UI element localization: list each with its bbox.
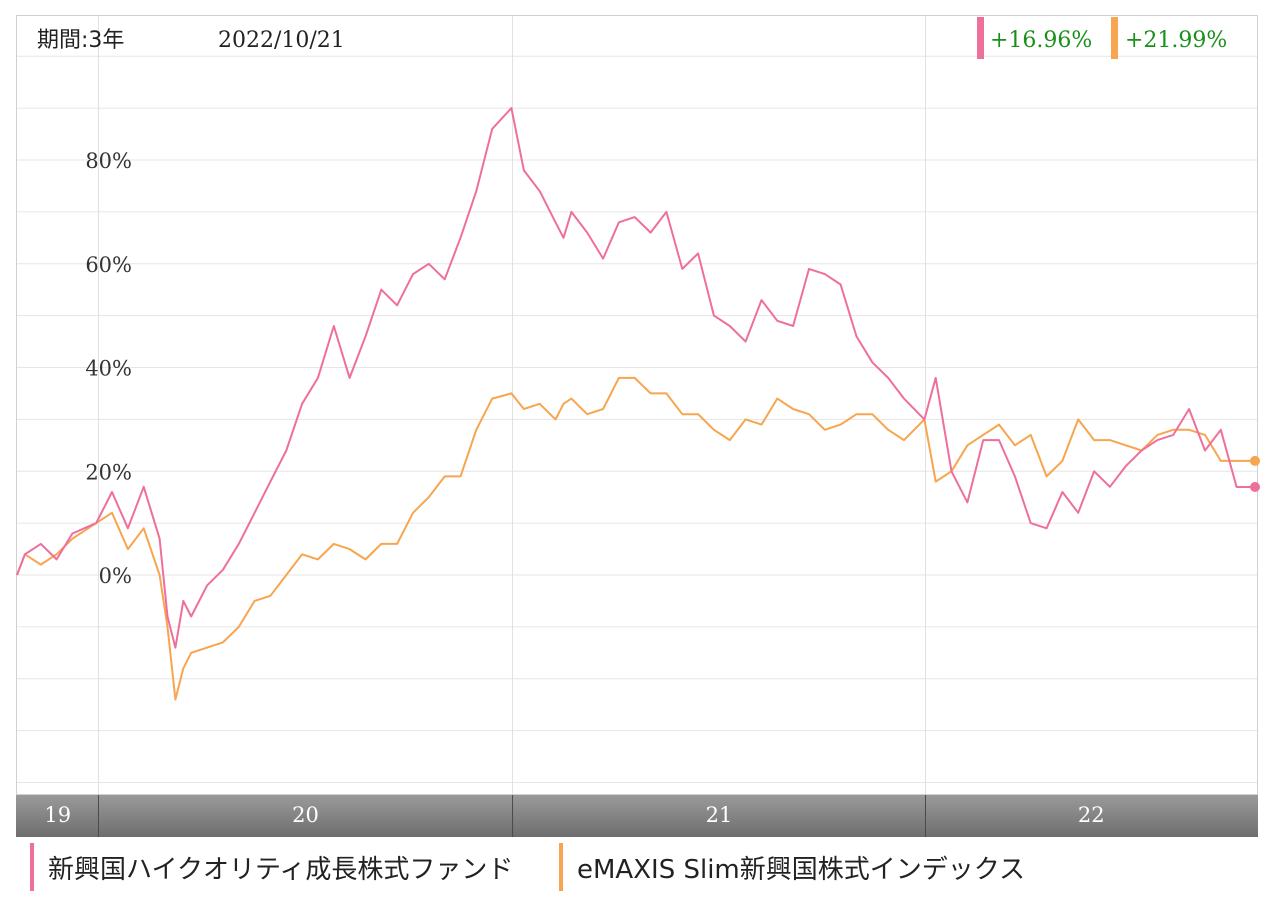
y-tick-label: 80% bbox=[85, 149, 132, 173]
return-value-b: +21.99% bbox=[1125, 28, 1227, 53]
series-line-a bbox=[16, 107, 1257, 649]
legend-label-b: eMAXIS Slim新興国株式インデックス bbox=[577, 854, 1025, 885]
return-marker-b bbox=[1111, 17, 1118, 59]
legend-label-a: 新興国ハイクオリティ成長株式ファンド bbox=[48, 854, 514, 885]
y-tick-label: 40% bbox=[85, 357, 132, 381]
legend-item-a: 新興国ハイクオリティ成長株式ファンド bbox=[30, 843, 513, 891]
x-tick-label: 19 bbox=[44, 803, 71, 827]
series-lines bbox=[16, 107, 1260, 701]
x-tick-label: 21 bbox=[706, 803, 733, 827]
series-end-point-a bbox=[1250, 482, 1260, 493]
y-tick-labels: 0% 20% 40% 60% 80% bbox=[85, 149, 132, 588]
plot-frame bbox=[16, 15, 1258, 795]
legend-swatch-a bbox=[30, 843, 34, 891]
legend-swatch-b bbox=[559, 843, 563, 891]
date-label: 2022/10/21 bbox=[218, 28, 345, 53]
return-value-a: +16.96% bbox=[990, 28, 1092, 53]
x-axis-band-bg bbox=[16, 795, 1258, 837]
y-tick-label: 0% bbox=[99, 564, 132, 588]
legend-item-b: eMAXIS Slim新興国株式インデックス bbox=[559, 843, 1025, 891]
series-end-point-b bbox=[1250, 455, 1260, 466]
x-tick-label: 20 bbox=[292, 803, 319, 827]
x-tick-label: 22 bbox=[1078, 803, 1105, 827]
series-line-b bbox=[16, 376, 1257, 701]
x-axis-year-band: 19 20 21 22 bbox=[16, 795, 1258, 837]
y-tick-label: 60% bbox=[85, 253, 132, 277]
y-tick-label: 20% bbox=[85, 460, 132, 484]
period-label: 期間:3年 bbox=[37, 28, 124, 53]
return-marker-a bbox=[977, 17, 984, 59]
grid-lines bbox=[17, 16, 1257, 794]
